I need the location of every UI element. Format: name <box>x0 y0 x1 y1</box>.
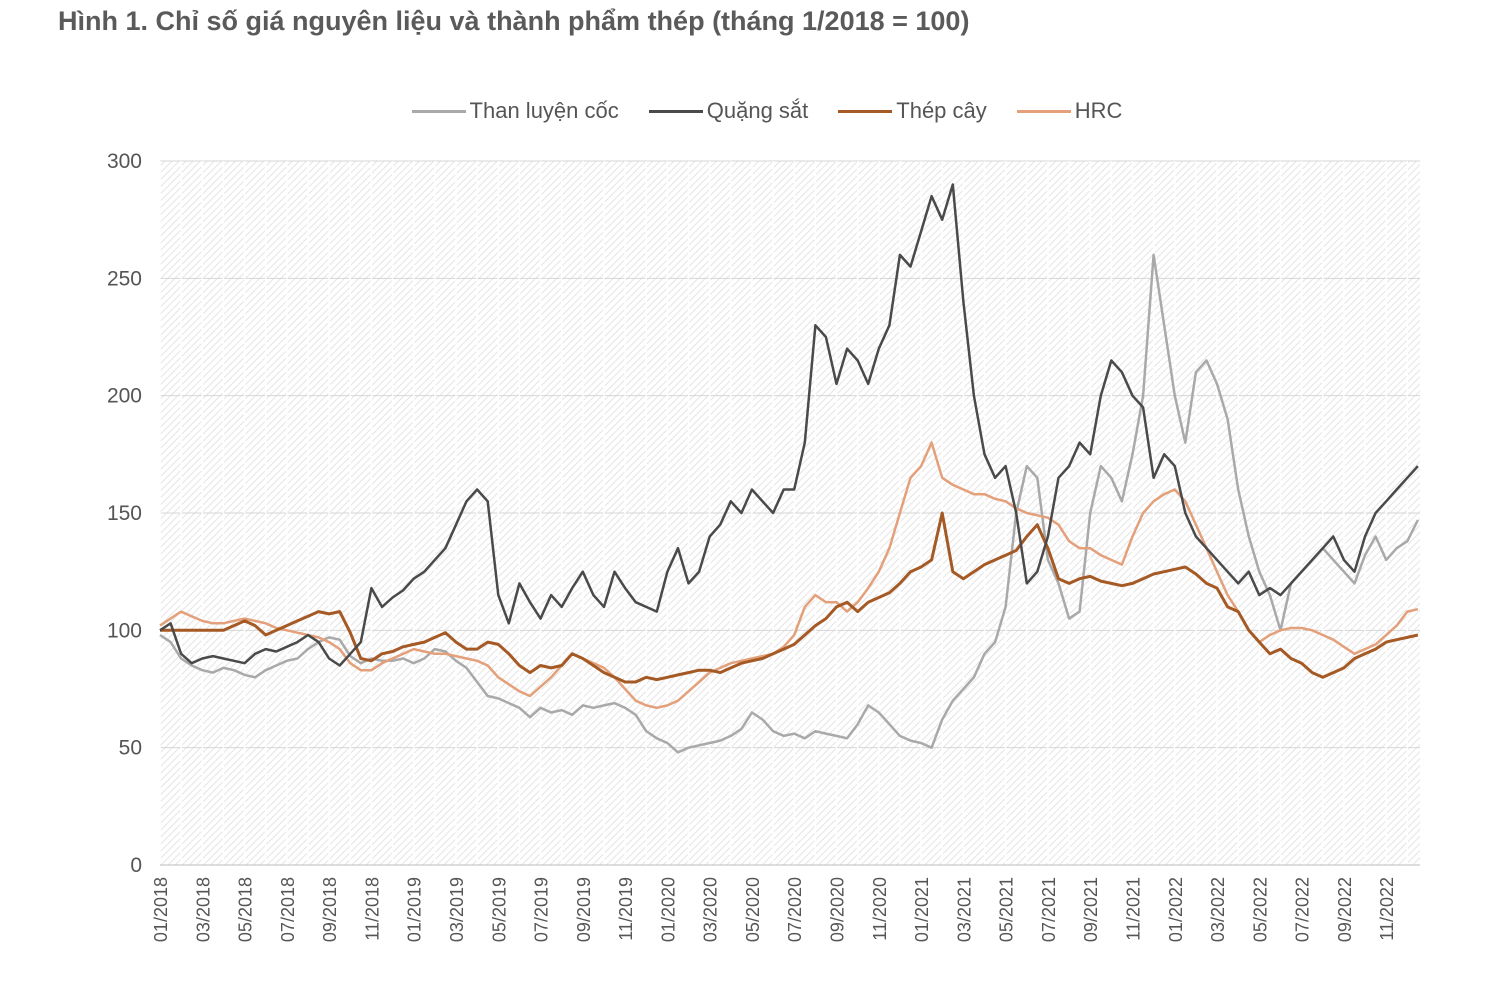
legend-swatch-thep-cay <box>838 109 893 113</box>
legend-label-quang-sat: Quặng sắt <box>706 98 809 123</box>
x-tick-label: 01/2018 <box>151 877 171 942</box>
y-tick-label: 300 <box>107 150 142 173</box>
legend-item-quang-sat: Quặng sắt <box>648 98 809 124</box>
x-tick-label: 05/2022 <box>1250 877 1270 942</box>
legend-swatch-than-luyen-coc <box>411 109 466 113</box>
x-tick-label: 11/2021 <box>1123 877 1143 941</box>
x-tick-label: 03/2022 <box>1208 877 1228 942</box>
x-tick-label: 01/2021 <box>912 877 932 942</box>
x-tick-label: 03/2021 <box>954 877 974 942</box>
x-tick-label: 09/2022 <box>1335 877 1355 942</box>
y-tick-label: 150 <box>107 502 142 525</box>
x-tick-label: 05/2018 <box>236 877 256 942</box>
x-tick-label: 03/2018 <box>193 877 213 942</box>
legend-label-than-luyen-coc: Than luyện cốc <box>469 98 619 123</box>
x-axis-ticks: 01/2018 03/2018 05/2018 07/2018 09/2018 11/20… <box>151 877 1397 942</box>
x-tick-label: 05/2019 <box>489 877 509 942</box>
x-tick-label: 03/2019 <box>447 877 467 942</box>
legend-label-thep-cay: Thép cây <box>896 98 987 123</box>
x-tick-label: 07/2019 <box>532 877 552 942</box>
x-tick-label: 07/2021 <box>1039 877 1059 942</box>
y-axis-ticks: 0 50 100 150 200 250 300 <box>107 150 142 877</box>
y-tick-label: 100 <box>107 619 142 642</box>
x-tick-label: 03/2020 <box>701 877 721 942</box>
legend-swatch-quang-sat <box>648 109 703 113</box>
x-tick-label: 09/2018 <box>320 877 340 942</box>
series-line-thép-cây <box>160 511 1419 684</box>
x-tick-label: 01/2020 <box>658 877 678 942</box>
x-tick-label: 01/2019 <box>405 877 425 942</box>
figure-title: Hình 1. Chỉ số giá nguyên liệu và thành … <box>58 6 970 36</box>
x-tick-label: 05/2021 <box>997 877 1017 942</box>
y-tick-label: 0 <box>130 854 142 877</box>
grid-lines <box>159 160 1420 866</box>
x-tick-label: 07/2018 <box>278 877 298 942</box>
x-tick-label: 09/2020 <box>828 877 848 942</box>
series-line-hrc <box>159 441 1419 710</box>
y-tick-label: 250 <box>107 267 142 290</box>
x-tick-label: 11/2022 <box>1377 877 1397 941</box>
x-tick-label: 07/2020 <box>785 877 805 942</box>
y-tick-label: 200 <box>107 385 142 408</box>
x-tick-label: 09/2021 <box>1081 877 1101 942</box>
x-tick-label: 11/2019 <box>616 877 636 941</box>
series-line-quặng-sắt <box>159 183 1419 667</box>
x-tick-label: 01/2022 <box>1166 877 1186 942</box>
x-tick-label: 09/2019 <box>574 877 594 942</box>
chart-legend: Than luyện cốc Quặng sắt Thép cây HRC <box>0 98 1504 124</box>
x-tick-label: 05/2020 <box>743 877 763 942</box>
legend-item-than-luyen-coc: Than luyện cốc <box>411 98 619 124</box>
x-tick-label: 07/2022 <box>1293 877 1313 942</box>
legend-item-hrc: HRC <box>1016 98 1123 124</box>
x-tick-label: 11/2020 <box>870 877 890 941</box>
y-tick-label: 50 <box>119 737 142 760</box>
legend-swatch-hrc <box>1016 109 1071 113</box>
legend-label-hrc: HRC <box>1074 98 1123 123</box>
x-tick-label: 11/2018 <box>362 877 382 941</box>
legend-item-thep-cay: Thép cây <box>838 98 987 124</box>
series-layer <box>159 183 1420 754</box>
